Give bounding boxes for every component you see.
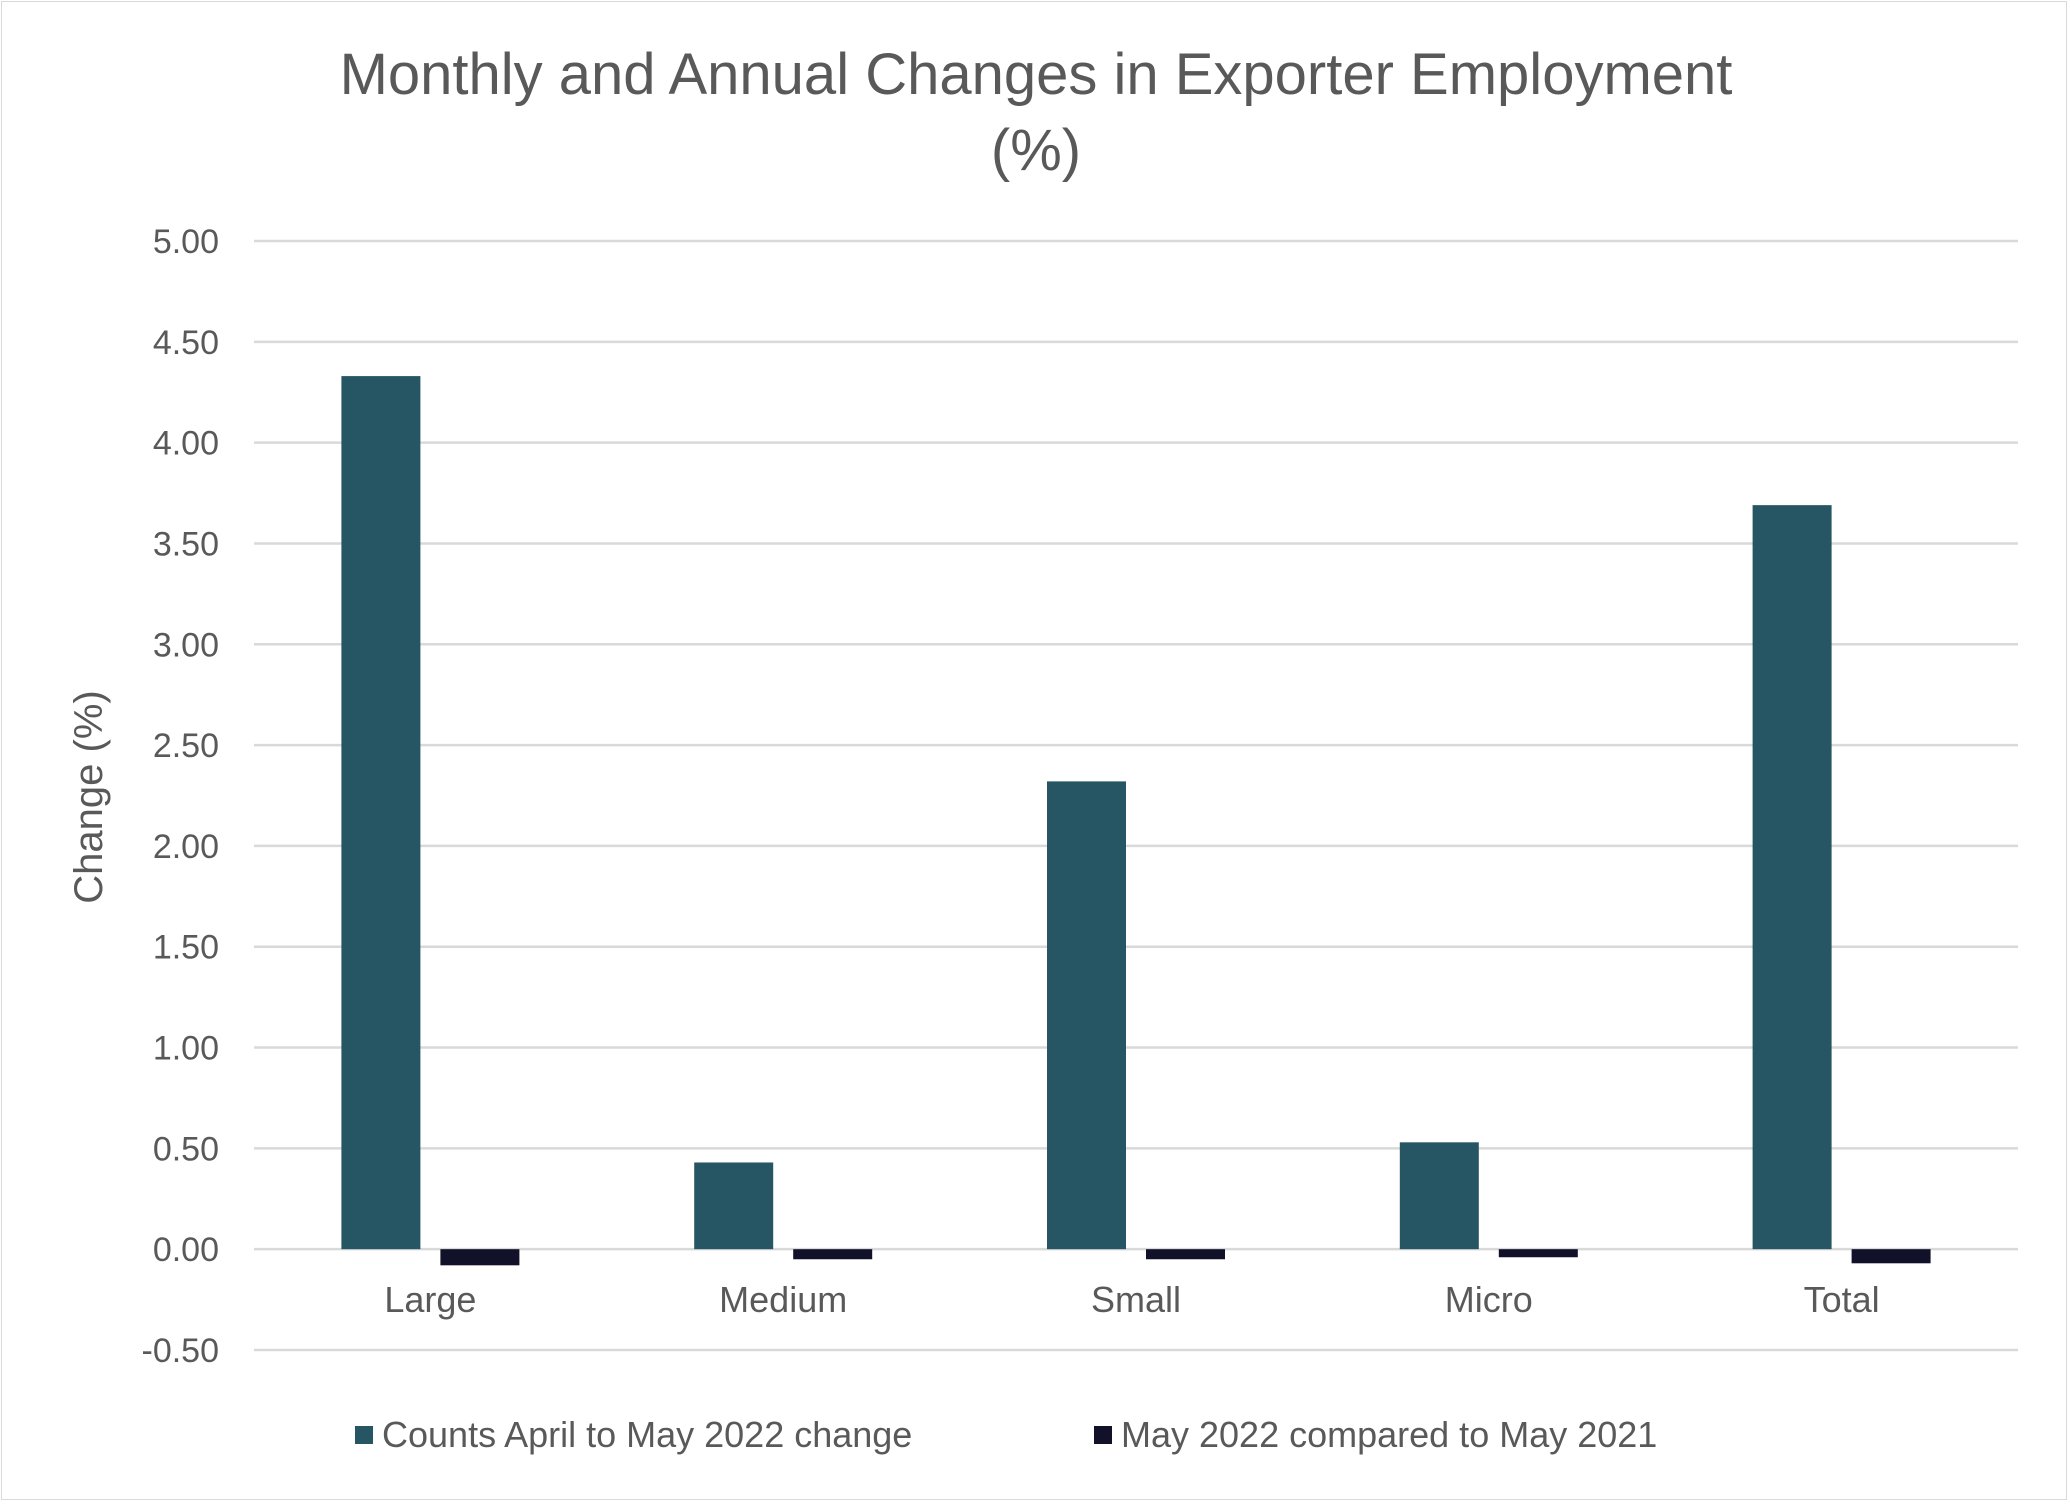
y-tick-label: 1.50 [153,929,219,967]
legend-swatch [1094,1426,1112,1444]
y-tick-label: 0.50 [153,1130,219,1168]
y-tick-label: 4.00 [153,425,219,463]
bar-large-series-2 [440,1249,520,1266]
y-tick-label: 0.00 [153,1231,219,1269]
y-tick-label: 5.00 [153,223,219,261]
y-tick-label: -0.50 [142,1332,220,1370]
legend-label: May 2022 compared to May 2021 [1121,1414,1657,1455]
y-tick-label: 2.00 [153,828,219,866]
legend-swatch [355,1426,373,1444]
bar-micro-series-1 [1399,1142,1479,1250]
bar-small-series-2 [1146,1249,1225,1260]
bar-micro-series-2 [1498,1249,1578,1258]
bar-total-series-2 [1851,1249,1931,1264]
y-tick-label: 1.00 [153,1030,219,1068]
y-tick-label: 2.50 [153,727,219,765]
y-tick-label: 4.50 [153,324,219,362]
x-tick-label: Total [1804,1279,1880,1320]
legend-label: Counts April to May 2022 change [382,1414,912,1455]
x-tick-label: Small [1091,1279,1181,1320]
y-axis-label: Change (%) [67,690,111,903]
bar-medium-series-2 [793,1249,873,1260]
bar-total-series-1 [1752,505,1832,1250]
x-tick-label: Medium [719,1279,847,1320]
bar-large-series-1 [341,376,421,1250]
x-tick-label: Micro [1445,1279,1533,1320]
chart-title-line-2: (%) [991,118,1081,183]
y-tick-label: 3.00 [153,626,219,664]
bar-small-series-1 [1047,781,1126,1250]
y-tick-label: 3.50 [153,525,219,563]
x-tick-label: Large [384,1279,476,1320]
bar-medium-series-1 [694,1162,774,1250]
chart-title-line-1: Monthly and Annual Changes in Exporter E… [340,42,1733,107]
